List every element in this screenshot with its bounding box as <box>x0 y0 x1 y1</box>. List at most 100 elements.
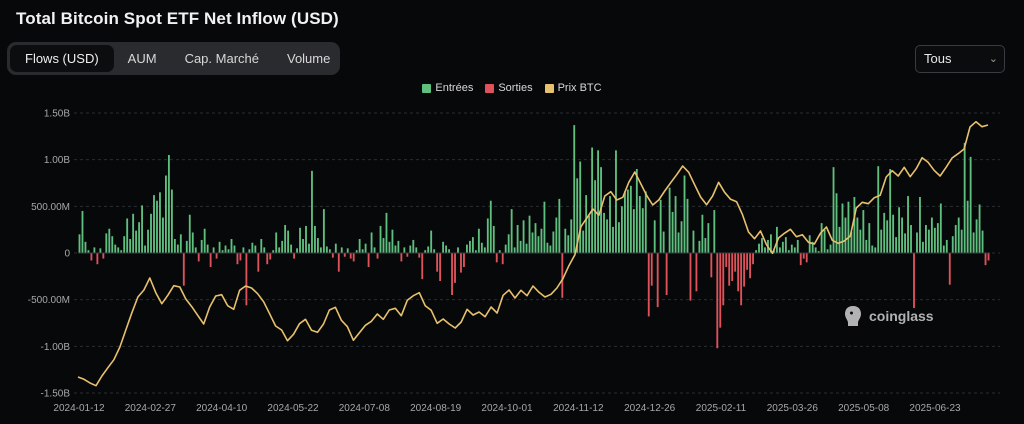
inflow-bar <box>391 229 394 253</box>
inflow-bar <box>138 222 141 253</box>
inflow-bar <box>296 248 298 253</box>
legend-item-inflows[interactable]: Entrées <box>422 82 473 94</box>
inflow-bar <box>671 211 674 253</box>
inflow-bar <box>761 238 763 253</box>
outflow-bar <box>665 253 668 295</box>
inflow-bar <box>549 245 552 253</box>
outflow-bar <box>352 253 355 262</box>
outflow-bar <box>722 253 725 306</box>
inflow-bar <box>755 250 757 253</box>
outflow-bar <box>239 253 242 261</box>
inflow-bar <box>629 185 632 253</box>
inflow-bar <box>260 239 263 253</box>
inflow-bar <box>811 241 814 253</box>
watermark-text: coinglass <box>869 308 934 324</box>
coinglass-logo-icon <box>845 306 861 326</box>
outflow-bar <box>349 253 352 259</box>
inflow-bar <box>814 247 817 253</box>
inflow-bar <box>150 213 152 253</box>
inflow-bar <box>358 239 361 253</box>
outflow-bar <box>439 253 442 281</box>
x-tick-label: 2024-10-01 <box>481 403 533 414</box>
outflow-bar <box>752 253 754 265</box>
inflow-bar <box>99 248 102 253</box>
outflow-bar <box>749 253 752 279</box>
inflow-bar <box>132 213 135 253</box>
inflow-bar <box>582 230 585 253</box>
outflow-bar <box>197 253 200 262</box>
inflow-bar <box>340 247 343 253</box>
inflow-bar <box>594 180 597 253</box>
outflow-bar <box>331 253 334 258</box>
inflow-bar <box>430 230 433 253</box>
inflow-bar <box>379 225 382 253</box>
inflow-bar <box>874 247 877 253</box>
inflow-bar <box>829 244 832 253</box>
x-tick-label: 2025-06-23 <box>909 403 961 414</box>
legend-item-btc-price[interactable]: Prix BTC <box>544 82 602 94</box>
inflow-bar <box>603 212 605 253</box>
inflow-bar <box>185 240 188 253</box>
x-tick-label: 2024-08-19 <box>410 403 462 414</box>
inflow-bar <box>558 198 561 253</box>
inflow-bar <box>504 244 507 253</box>
inflow-bar <box>960 229 963 253</box>
inflow-bar <box>638 196 641 253</box>
outflow-bar <box>269 253 272 260</box>
inflow-bar <box>203 228 206 253</box>
inflow-bar <box>981 230 984 253</box>
inflow-bar <box>820 223 823 253</box>
time-range-select[interactable]: Tous ⌄ <box>915 45 1005 73</box>
inflow-bar <box>606 219 608 253</box>
inflow-bar <box>927 229 930 253</box>
outflow-bar <box>454 253 456 283</box>
inflow-bar <box>641 208 644 253</box>
outflow-bar <box>805 253 808 263</box>
inflow-bar <box>194 247 197 253</box>
y-tick-label: -1.00B <box>41 342 71 353</box>
tab-flows-usd[interactable]: Flows (USD) <box>10 45 114 72</box>
inflow-bar <box>856 217 859 253</box>
inflow-bar <box>227 249 230 253</box>
tab-aum[interactable]: AUM <box>127 51 157 66</box>
inflow-bar <box>87 250 90 253</box>
outflow-bar <box>984 253 987 266</box>
outflow-bar <box>799 253 802 266</box>
outflow-bar <box>734 253 737 272</box>
inflow-bar <box>907 196 909 253</box>
outflow-bar <box>650 253 653 286</box>
inflow-bar <box>281 240 284 253</box>
inflow-bar <box>445 245 448 253</box>
legend-swatch-outflows <box>485 83 495 93</box>
inflow-bar <box>796 239 799 253</box>
inflow-bar <box>615 150 617 253</box>
inflow-bar <box>218 241 221 253</box>
legend-item-outflows[interactable]: Sorties <box>485 82 533 94</box>
inflow-bar <box>433 249 436 253</box>
outflow-bar <box>182 253 185 286</box>
x-tick-label: 2024-04-10 <box>196 403 248 414</box>
x-axis-labels: 2024-01-12 2024-02-27 2024-04-10 2024-05-22… <box>53 403 961 414</box>
inflow-bar <box>781 241 784 253</box>
inflow-bar <box>924 225 927 253</box>
y-tick-label: -500.00M <box>28 295 70 306</box>
outflow-bar <box>418 253 421 258</box>
inflow-bar <box>701 214 704 253</box>
inflow-bar <box>507 234 510 253</box>
inflow-bar <box>942 245 945 253</box>
inflow-bar <box>212 247 215 253</box>
inflow-bar <box>662 231 665 253</box>
inflow-bar <box>427 246 430 253</box>
y-tick-label: 500.00M <box>31 202 70 213</box>
inflow-bar <box>793 247 796 253</box>
inflow-bar <box>248 249 251 253</box>
inflow-bar <box>153 195 155 253</box>
inflow-bar <box>972 232 975 253</box>
inflow-bar <box>698 240 701 253</box>
inflow-bar <box>114 244 117 253</box>
tab-volume[interactable]: Volume <box>286 51 331 66</box>
inflow-bar <box>537 236 540 253</box>
tab-market-cap[interactable]: Cap. Marché <box>184 51 259 66</box>
x-tick-label: 2024-11-12 <box>553 403 604 414</box>
outflow-bar <box>913 253 915 309</box>
